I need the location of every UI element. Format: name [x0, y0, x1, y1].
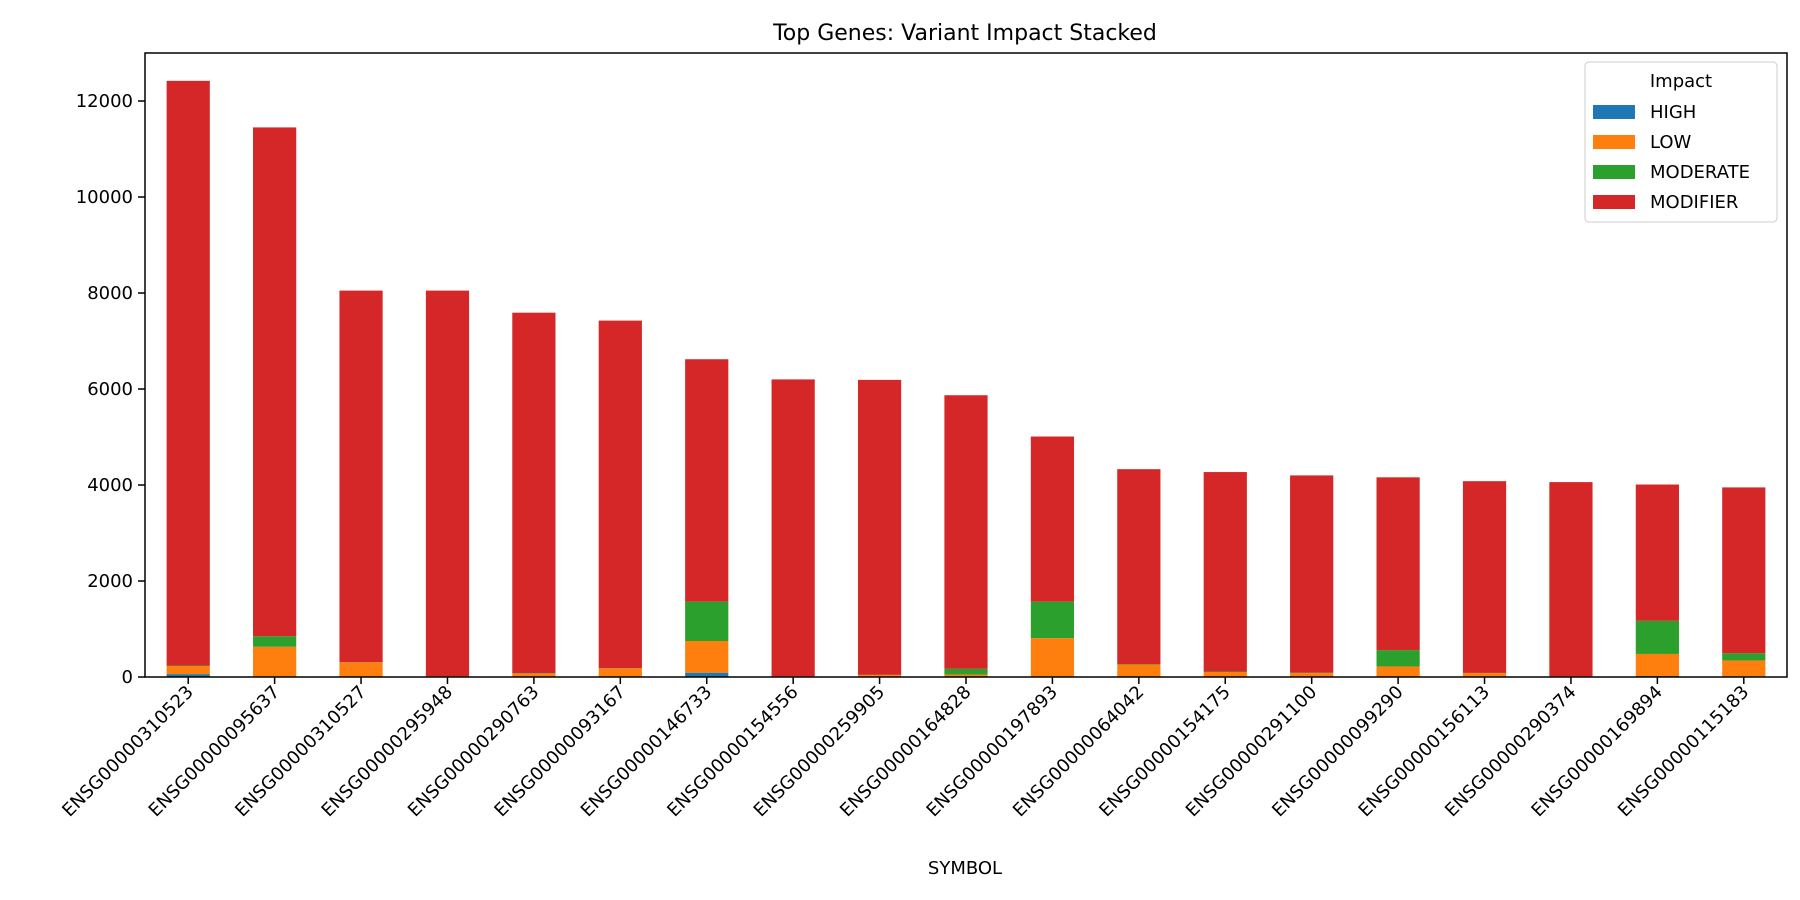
- bar-modifier-11: [1030, 436, 1075, 602]
- y-tick-label: 2000: [87, 571, 133, 592]
- bar-modifier-14: [1290, 475, 1334, 673]
- legend-label-modifier: MODIFIER: [1650, 192, 1738, 213]
- bars-group: [166, 80, 1766, 677]
- legend-swatch-high: [1593, 105, 1635, 119]
- bar-low-15: [1376, 666, 1420, 677]
- bar-modifier-17: [1549, 482, 1593, 677]
- bar-low-3: [339, 662, 383, 677]
- bar-modifier-5: [512, 312, 556, 674]
- bar-modifier-2: [253, 127, 297, 637]
- bar-modifier-13: [1203, 472, 1247, 672]
- x-axis: ENSG00000310523ENSG00000095637ENSG000003…: [58, 677, 1753, 821]
- legend-swatch-modifier: [1593, 195, 1635, 209]
- legend-title: Impact: [1650, 71, 1712, 92]
- bar-low-12: [1117, 664, 1161, 677]
- bar-low-2: [253, 646, 297, 677]
- y-tick-label: 8000: [87, 283, 133, 304]
- y-tick-label: 10000: [76, 187, 133, 208]
- bar-modifier-15: [1376, 477, 1420, 651]
- bar-low-7: [685, 641, 729, 673]
- bar-high-7: [685, 672, 729, 677]
- bar-modifier-10: [944, 395, 988, 669]
- chart-title: Top Genes: Variant Impact Stacked: [772, 21, 1157, 46]
- y-tick-label: 6000: [87, 379, 133, 400]
- legend-swatch-moderate: [1593, 165, 1635, 179]
- bar-moderate-18: [1635, 620, 1679, 654]
- y-tick-label: 0: [122, 667, 133, 688]
- bar-moderate-19: [1722, 653, 1766, 661]
- bar-modifier-4: [425, 290, 470, 677]
- bar-low-1: [166, 665, 210, 675]
- y-axis: 0 2000 4000 6000 8000 10000 12000: [76, 91, 145, 688]
- bar-modifier-19: [1722, 487, 1766, 654]
- legend-label-high: HIGH: [1650, 102, 1696, 123]
- bar-modifier-12: [1117, 469, 1161, 665]
- bar-modifier-18: [1635, 484, 1679, 621]
- bar-low-5: [512, 673, 556, 677]
- bar-low-6: [598, 668, 642, 677]
- bar-modifier-8: [771, 379, 815, 677]
- legend-label-low: LOW: [1650, 132, 1692, 153]
- bar-high-1: [166, 674, 210, 677]
- bar-low-19: [1722, 660, 1766, 677]
- bar-modifier-1: [166, 80, 210, 666]
- bar-modifier-9: [857, 379, 902, 675]
- bar-low-9: [857, 675, 902, 677]
- bar-modifier-3: [339, 290, 383, 663]
- bar-low-18: [1635, 653, 1679, 677]
- legend-box: [1584, 61, 1778, 223]
- bar-moderate-15: [1376, 650, 1420, 667]
- bar-low-13: [1203, 671, 1247, 677]
- bar-moderate-7: [685, 601, 729, 641]
- legend-swatch-low: [1593, 135, 1635, 149]
- x-axis-label: SYMBOL: [928, 858, 1002, 879]
- bar-modifier-16: [1462, 481, 1507, 673]
- bar-low-11: [1030, 638, 1075, 677]
- bar-moderate-2: [253, 636, 297, 647]
- legend-label-moderate: MODERATE: [1650, 162, 1750, 183]
- bar-low-14: [1290, 673, 1334, 677]
- y-tick-label: 4000: [87, 475, 133, 496]
- bar-low-16: [1462, 673, 1507, 677]
- bar-modifier-6: [598, 320, 642, 669]
- bar-moderate-10: [944, 668, 988, 675]
- legend: Impact HIGH LOW MODERATE MODIFIER: [1584, 61, 1778, 223]
- bar-low-10: [944, 674, 988, 677]
- y-tick-label: 12000: [76, 91, 133, 112]
- bar-moderate-11: [1030, 601, 1075, 639]
- bar-modifier-7: [685, 359, 729, 602]
